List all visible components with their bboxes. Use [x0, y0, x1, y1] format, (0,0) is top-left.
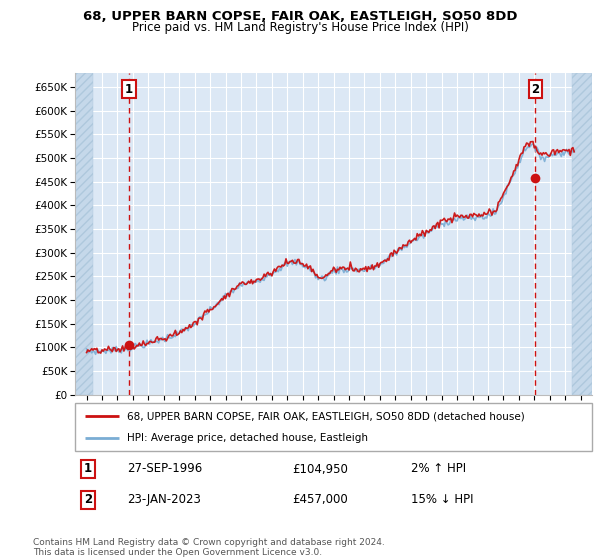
Text: £457,000: £457,000 [292, 493, 348, 506]
Text: £104,950: £104,950 [292, 463, 348, 475]
Text: 27-SEP-1996: 27-SEP-1996 [127, 463, 202, 475]
Text: 23-JAN-2023: 23-JAN-2023 [127, 493, 200, 506]
Text: 15% ↓ HPI: 15% ↓ HPI [411, 493, 473, 506]
Text: 1: 1 [84, 463, 92, 475]
Text: 2: 2 [84, 493, 92, 506]
FancyBboxPatch shape [75, 403, 592, 451]
Text: Price paid vs. HM Land Registry's House Price Index (HPI): Price paid vs. HM Land Registry's House … [131, 21, 469, 34]
Text: 2% ↑ HPI: 2% ↑ HPI [411, 463, 466, 475]
Text: 2: 2 [531, 83, 539, 96]
Text: Contains HM Land Registry data © Crown copyright and database right 2024.
This d: Contains HM Land Registry data © Crown c… [33, 538, 385, 557]
Text: 68, UPPER BARN COPSE, FAIR OAK, EASTLEIGH, SO50 8DD (detached house): 68, UPPER BARN COPSE, FAIR OAK, EASTLEIG… [127, 411, 524, 421]
Text: 1: 1 [125, 83, 133, 96]
Text: HPI: Average price, detached house, Eastleigh: HPI: Average price, detached house, East… [127, 433, 368, 443]
Text: 68, UPPER BARN COPSE, FAIR OAK, EASTLEIGH, SO50 8DD: 68, UPPER BARN COPSE, FAIR OAK, EASTLEIG… [83, 10, 517, 23]
